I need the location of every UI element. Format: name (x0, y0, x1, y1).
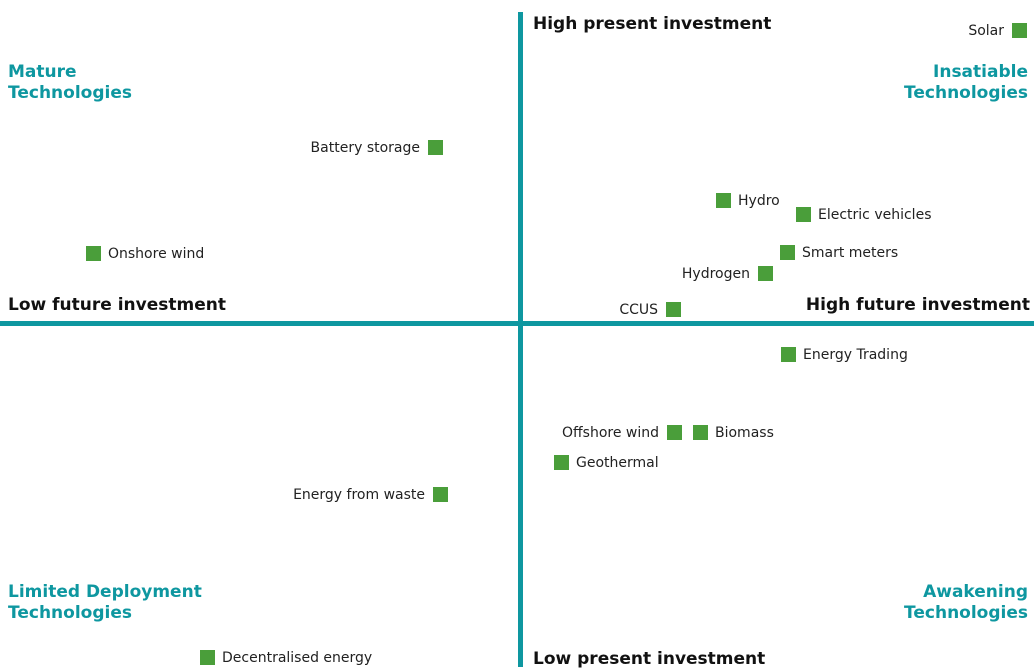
node-label: Onshore wind (108, 246, 204, 262)
horizontal-axis (0, 321, 1034, 326)
node-marker (554, 455, 569, 470)
node-marker (758, 266, 773, 281)
node-label: Hydro (738, 193, 780, 209)
quadrant-label: Insatiable (933, 62, 1028, 82)
node-label: Offshore wind (562, 425, 659, 441)
node-marker (781, 347, 796, 362)
vertical-axis (518, 12, 523, 667)
quadrant-label: Technologies (904, 603, 1028, 623)
node-label: Hydrogen (682, 266, 750, 282)
node-marker (1012, 23, 1027, 38)
node-label: Decentralised energy (222, 650, 372, 666)
node-marker (796, 207, 811, 222)
quadrant-label: Limited Deployment (8, 582, 202, 602)
node-marker (428, 140, 443, 155)
node-label: Solar (968, 23, 1004, 39)
node-label: CCUS (619, 302, 658, 318)
node-label: Energy from waste (293, 487, 425, 503)
node-marker (433, 487, 448, 502)
node-marker (667, 425, 682, 440)
quadrant-label: Awakening (923, 582, 1028, 602)
node-label: Geothermal (576, 455, 659, 471)
quadrant-label: Technologies (904, 83, 1028, 103)
quadrant-label: Mature (8, 62, 77, 82)
node-label: Energy Trading (803, 347, 908, 363)
node-label: Electric vehicles (818, 207, 931, 223)
node-label: Biomass (715, 425, 774, 441)
axis-label: Low future investment (8, 295, 226, 315)
node-marker (666, 302, 681, 317)
node-marker (693, 425, 708, 440)
node-marker (716, 193, 731, 208)
node-marker (86, 246, 101, 261)
axis-label: High future investment (806, 295, 1030, 315)
quadrant-label: Technologies (8, 83, 132, 103)
node-label: Smart meters (802, 245, 898, 261)
node-label: Battery storage (311, 140, 420, 156)
node-marker (200, 650, 215, 665)
node-marker (780, 245, 795, 260)
axis-label: Low present investment (533, 649, 765, 669)
quadrant-label: Technologies (8, 603, 132, 623)
axis-label: High present investment (533, 14, 771, 34)
